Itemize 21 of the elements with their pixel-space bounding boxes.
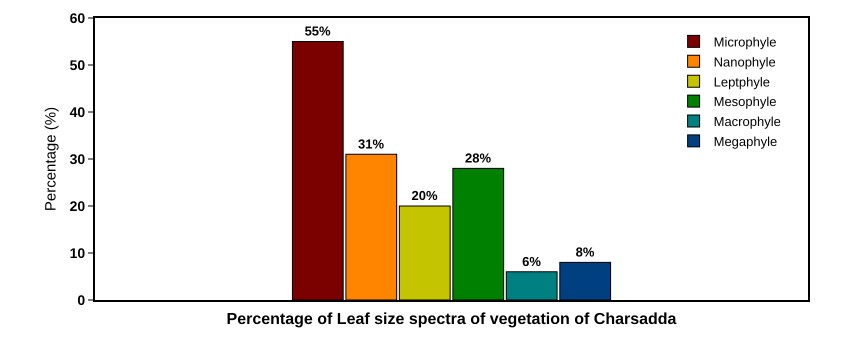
legend-label: Macrophyle — [714, 114, 781, 130]
legend-label: Mesophyle — [714, 94, 776, 110]
y-tick-label: 60 — [70, 10, 86, 26]
y-tick-label: 30 — [70, 150, 86, 167]
y-tick-label: 50 — [70, 56, 86, 73]
x-axis-title: Percentage of Leaf size spectra of vegetation of Charsadda — [226, 311, 677, 328]
legend-label: Leptphyle — [714, 74, 770, 90]
data-label: 55% — [304, 24, 332, 38]
y-tick-label: 40 — [70, 104, 86, 120]
data-label: 20% — [412, 188, 438, 203]
data-label: 6% — [522, 254, 542, 269]
legend-label: Nanophyle — [714, 54, 776, 70]
data-label: 8% — [576, 244, 595, 260]
legend-label: Microphyle — [714, 34, 776, 50]
y-tick-label: 0 — [77, 292, 86, 308]
legend-label: Megaphyle — [714, 134, 778, 149]
y-tick-label: 10 — [70, 244, 86, 261]
data-label: 31% — [358, 136, 385, 152]
y-axis-title: Percentage (%) — [42, 106, 60, 212]
data-label: 28% — [465, 150, 492, 166]
y-tick-label: 20 — [70, 198, 86, 214]
